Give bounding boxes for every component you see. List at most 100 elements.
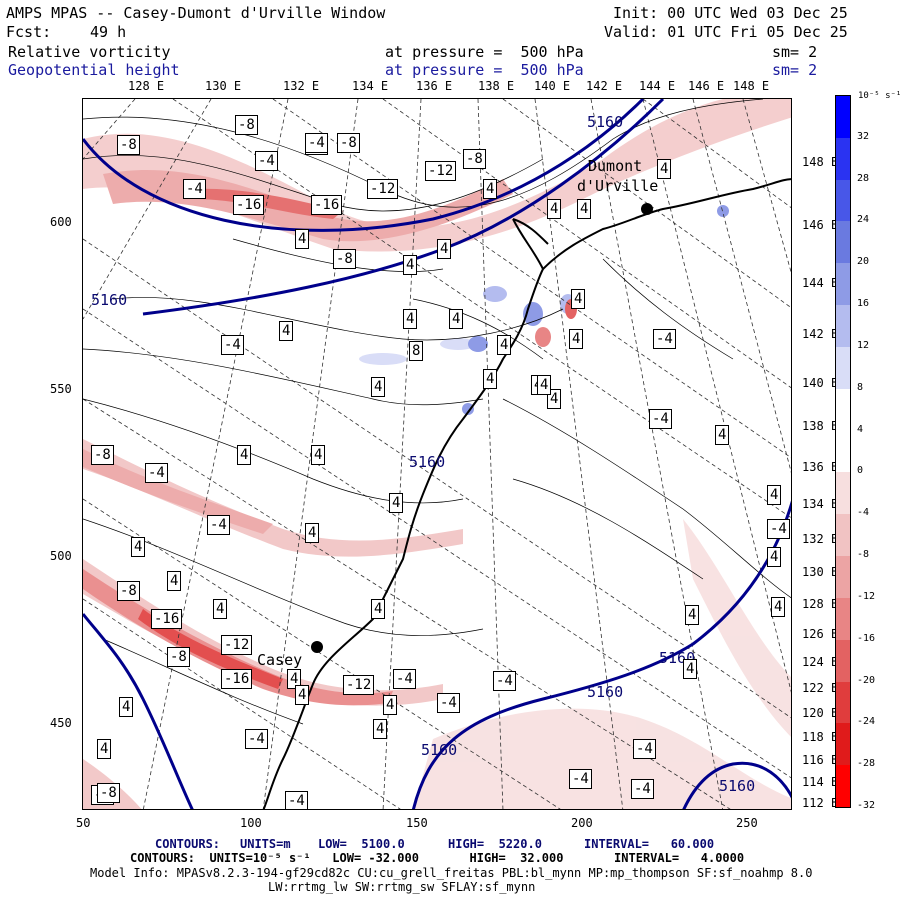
colorbar-tick-label: -28: [857, 758, 876, 770]
vorticity-contour-label: 4: [497, 335, 512, 355]
right-lon-label: 136 E: [802, 460, 839, 474]
x-tick-label: 100: [240, 816, 262, 830]
vorticity-contour-label: 4: [295, 229, 310, 249]
vorticity-contour-label: 4: [767, 485, 782, 505]
right-lon-label: 128 E: [802, 597, 839, 611]
right-lon-label: 114 E: [802, 775, 839, 789]
y-tick-label: 500: [50, 549, 72, 563]
top-lon-label: 134 E: [352, 79, 389, 93]
vorticity-contour-label: 4: [683, 659, 698, 679]
colorbar-tick-label: -8: [857, 549, 870, 561]
top-lon-label: 146 E: [688, 79, 725, 93]
valid-time: Valid: 01 UTC Fri 05 Dec 25: [604, 23, 848, 41]
top-lon-label: 144 E: [639, 79, 676, 93]
right-lon-label: 138 E: [802, 419, 839, 433]
vorticity-contour-label: 4: [213, 599, 228, 619]
colorbar-segment: [836, 472, 850, 515]
colorbar: [835, 95, 851, 808]
vorticity-contour-label: -4: [653, 329, 676, 349]
footer-height-low: LOW= 5100.0: [318, 837, 405, 851]
vorticity-contour-label: -8: [91, 445, 114, 465]
right-lon-label: 130 E: [802, 565, 839, 579]
vorticity-contour-label: 4: [389, 493, 404, 513]
top-lon-label: 138 E: [478, 79, 515, 93]
station-marker-casey: [311, 641, 323, 653]
colorbar-tick-label: 20: [857, 256, 870, 268]
right-lon-label: 134 E: [802, 497, 839, 511]
footer-vorticity-contours: CONTOURS: UNITS=10⁻⁵ s⁻¹ LOW= -32.000 HI…: [130, 851, 745, 865]
vorticity-contour-label: -16: [233, 195, 265, 215]
vorticity-contour-label: 4: [295, 685, 310, 705]
x-tick-label: 250: [736, 816, 758, 830]
y-tick-label: 450: [50, 716, 72, 730]
vorticity-contour-label: -8: [97, 783, 120, 803]
vorticity-contour-label: 4: [571, 289, 586, 309]
colorbar-segment: [836, 681, 850, 724]
vorticity-contour-label: 4: [371, 377, 386, 397]
vorticity-contour-label: 4: [483, 369, 498, 389]
vorticity-contour-label: -8: [117, 135, 140, 155]
colorbar-tick-label: -16: [857, 632, 876, 644]
vorticity-contour-label: 4: [371, 599, 386, 619]
station-label-dumont-line1: Dumont: [588, 157, 643, 175]
top-lon-label: 142 E: [586, 79, 623, 93]
colorbar-segment: [836, 388, 850, 432]
field1-smoothing: sm= 2: [772, 43, 818, 61]
height-contour-label: 5160: [719, 777, 756, 795]
y-tick-label: 600: [50, 215, 72, 229]
colorbar-tick-label: -12: [857, 590, 876, 602]
vorticity-contour-label: -8: [117, 581, 140, 601]
vorticity-contour-label: 4: [97, 739, 112, 759]
colorbar-tick-label: -32: [857, 800, 876, 811]
vorticity-contour-label: 4: [715, 425, 730, 445]
colorbar-segment: [836, 765, 850, 808]
vorticity-contour-label: -16: [311, 195, 343, 215]
colorbar-tick-label: -20: [857, 674, 876, 686]
colorbar-segment: [836, 263, 850, 306]
field2-smoothing: sm= 2: [772, 61, 818, 79]
height-contours: [83, 99, 791, 809]
vorticity-contour-label: -4: [285, 791, 308, 809]
vorticity-contour-label: 4: [657, 159, 672, 179]
colorbar-tick-label: 16: [857, 298, 870, 310]
top-lon-label: 140 E: [534, 79, 571, 93]
station-marker-dumont: [641, 203, 653, 215]
colorbar-tick-label: 24: [857, 214, 870, 226]
vorticity-contour-label: -4: [207, 515, 230, 535]
footer-height-high: HIGH= 5220.0: [448, 837, 542, 851]
vorticity-contour-label: -4: [631, 779, 654, 799]
right-lon-label: 116 E: [802, 753, 839, 767]
right-lon-label: 120 E: [802, 706, 839, 720]
vorticity-contour-label: 4: [767, 547, 782, 567]
top-lon-label: 136 E: [416, 79, 453, 93]
vorticity-contour-label: 4: [685, 605, 700, 625]
right-lon-label: 140 E: [802, 376, 839, 390]
vorticity-contour-label: -4: [183, 179, 206, 199]
right-lon-label: 144 E: [802, 276, 839, 290]
footer-height-contours: CONTOURS:: [155, 837, 221, 851]
vorticity-contour-label: -4: [145, 463, 168, 483]
field2-level: at pressure = 500 hPa: [385, 61, 584, 79]
right-lon-label: 124 E: [802, 655, 839, 669]
vorticity-contour-label: 4: [237, 445, 252, 465]
colorbar-segment: [836, 723, 850, 766]
vorticity-contour-label: 4: [167, 571, 182, 591]
x-tick-label: 50: [76, 816, 91, 830]
colorbar-segment: [836, 137, 850, 181]
vorticity-contour-label: 4: [373, 719, 388, 739]
colorbar-segment: [836, 556, 850, 599]
vorticity-contour-label: -4: [633, 739, 656, 759]
vorticity-contour-label: 4: [279, 321, 294, 341]
height-contour-label: 5160: [587, 683, 624, 701]
colorbar-segment: [836, 96, 850, 139]
footer-height-units: UNITS=m: [240, 837, 291, 851]
right-lon-label: 132 E: [802, 532, 839, 546]
vorticity-contour-label: 4: [131, 537, 146, 557]
colorbar-segment: [836, 305, 850, 348]
colorbar-tick-label: 8: [857, 381, 864, 393]
vorticity-contour-label: 4: [569, 329, 584, 349]
colorbar-segment: [836, 597, 850, 641]
colorbar-tick-label: 0: [857, 465, 864, 477]
vorticity-contour-label: -16: [221, 669, 253, 689]
vorticity-contour-label: -4: [493, 671, 516, 691]
